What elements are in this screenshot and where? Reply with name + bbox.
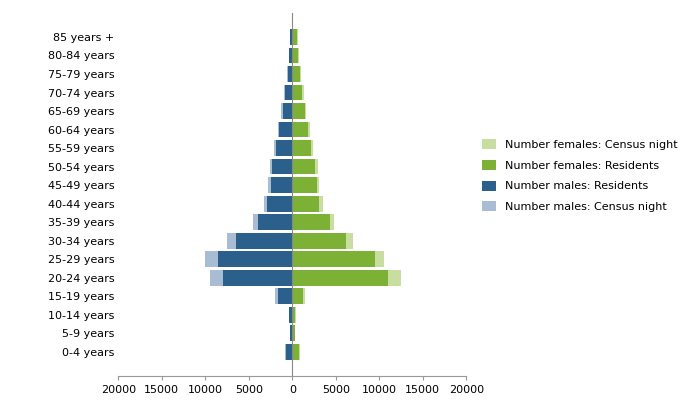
Bar xyxy=(292,103,305,119)
Bar xyxy=(292,214,334,230)
Bar xyxy=(292,288,303,304)
Bar xyxy=(292,103,306,119)
Bar xyxy=(292,159,317,174)
Bar xyxy=(258,214,292,230)
Bar xyxy=(285,84,292,100)
Bar xyxy=(287,66,292,82)
Bar xyxy=(292,233,347,249)
Bar xyxy=(292,48,299,64)
Bar xyxy=(289,307,292,323)
Bar xyxy=(292,66,301,82)
Bar xyxy=(292,214,330,230)
Bar xyxy=(288,66,292,82)
Bar xyxy=(292,344,299,359)
Bar xyxy=(292,251,375,267)
Bar xyxy=(292,84,303,100)
Bar xyxy=(209,270,292,285)
Bar xyxy=(289,307,292,323)
Bar xyxy=(285,84,292,100)
Bar xyxy=(292,177,317,193)
Bar xyxy=(285,344,292,359)
Bar xyxy=(292,307,295,323)
Bar xyxy=(292,48,299,64)
Bar xyxy=(278,288,292,304)
Bar xyxy=(272,159,292,174)
Bar xyxy=(292,270,388,285)
Bar xyxy=(292,233,354,249)
Bar xyxy=(292,177,319,193)
Bar xyxy=(292,66,300,82)
Bar xyxy=(278,122,292,138)
Bar xyxy=(292,122,308,138)
Bar xyxy=(290,48,292,64)
Bar xyxy=(292,325,294,341)
Bar xyxy=(292,140,312,156)
Bar xyxy=(292,84,302,100)
Bar xyxy=(276,140,292,156)
Bar xyxy=(227,233,292,249)
Bar xyxy=(292,288,306,304)
Bar xyxy=(236,233,292,249)
Bar xyxy=(219,251,292,267)
Bar xyxy=(292,344,300,359)
Bar xyxy=(292,307,296,323)
Bar xyxy=(290,29,292,45)
Bar xyxy=(275,288,292,304)
Bar xyxy=(292,29,298,45)
Bar xyxy=(290,29,292,45)
Bar xyxy=(289,48,292,64)
Bar xyxy=(271,177,292,193)
Bar xyxy=(274,140,292,156)
Bar xyxy=(292,140,313,156)
Bar xyxy=(292,325,295,341)
Bar xyxy=(205,251,292,267)
Bar xyxy=(292,196,323,212)
Bar xyxy=(290,325,292,341)
Bar xyxy=(286,344,292,359)
Bar xyxy=(253,214,292,230)
Bar xyxy=(292,29,297,45)
Legend: Number females: Census night, Number females: Residents, Number males: Residents: Number females: Census night, Number fem… xyxy=(482,139,677,212)
Bar xyxy=(264,196,292,212)
Bar xyxy=(292,196,319,212)
Bar xyxy=(279,122,292,138)
Bar xyxy=(281,103,292,119)
Bar xyxy=(292,251,383,267)
Bar xyxy=(292,159,315,174)
Bar xyxy=(223,270,292,285)
Bar xyxy=(268,177,292,193)
Bar xyxy=(292,122,310,138)
Bar xyxy=(290,325,292,341)
Bar xyxy=(283,103,292,119)
Bar xyxy=(292,270,401,285)
Bar xyxy=(270,159,292,174)
Bar xyxy=(267,196,292,212)
